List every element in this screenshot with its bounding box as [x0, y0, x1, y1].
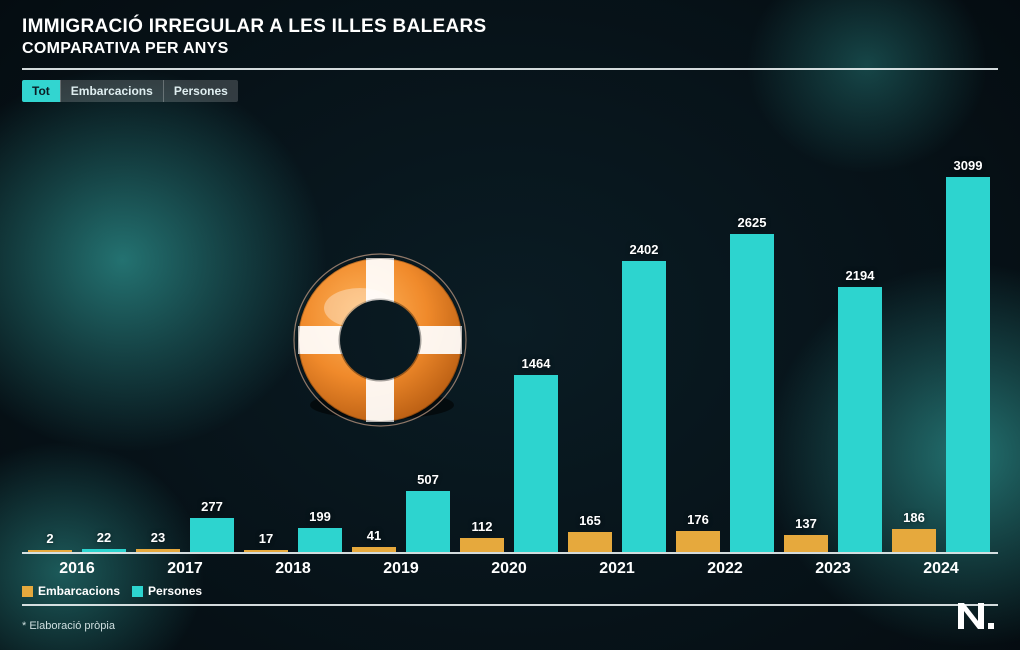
legend-label-embarcacions: Embarcacions: [38, 584, 120, 598]
bar-value-label: 2: [46, 531, 53, 546]
bar-persones: [622, 261, 666, 552]
axis-line: [22, 552, 998, 554]
bar-persones: [838, 287, 882, 552]
bar-persones: [514, 375, 558, 552]
swatch-persones: [132, 586, 143, 597]
category-label: 2024: [923, 560, 959, 578]
bar-value-label: 2625: [738, 215, 767, 230]
bar-group: 222: [28, 177, 126, 552]
bar-persones: [190, 518, 234, 552]
bar-persones: [730, 234, 774, 552]
bar-persones: [406, 491, 450, 552]
category-label: 2017: [167, 560, 203, 578]
divider-top: [22, 68, 998, 70]
bar-embarcacions: [784, 535, 828, 552]
bar-embarcacions: [892, 529, 936, 552]
category-label: 2020: [491, 560, 527, 578]
bar-group: 112 1464: [460, 177, 558, 552]
bar-value-label: 137: [795, 516, 817, 531]
category-label: 2021: [599, 560, 635, 578]
footer-note: * Elaboració pròpia: [22, 620, 115, 632]
category-label: 2016: [59, 560, 95, 578]
bar-value-label: 165: [579, 513, 601, 528]
bar-group: 1863099: [892, 177, 990, 552]
legend: Embarcacions Persones: [22, 584, 202, 598]
swatch-embarcacions: [22, 586, 33, 597]
bar-value-label: 199: [309, 509, 331, 524]
bar-embarcacions: [568, 532, 612, 552]
category-label: 2019: [383, 560, 419, 578]
legend-label-persones: Persones: [148, 584, 202, 598]
bar-value-label: 1464: [522, 356, 551, 371]
legend-item-embarcacions: Embarcacions: [22, 584, 120, 598]
bar-value-label: 3099: [954, 158, 983, 173]
bar-group: 137 2194: [784, 177, 882, 552]
chart-area: 2222327717199415071121464165240217626251…: [22, 110, 998, 552]
bar-value-label: 2194: [846, 268, 875, 283]
bar-group: 23 277: [136, 177, 234, 552]
bar-value-label: 176: [687, 512, 709, 527]
bar-group: 165 2402: [568, 177, 666, 552]
header: IMMIGRACIÓ IRREGULAR A LES ILLES BALEARS…: [22, 16, 486, 58]
bar-persones: [946, 177, 990, 552]
bar-value-label: 23: [151, 530, 165, 545]
publisher-logo: [954, 599, 998, 638]
page-subtitle: COMPARATIVA PER ANYS: [22, 40, 486, 58]
bar-value-label: 186: [903, 510, 925, 525]
bar-value-label: 17: [259, 531, 273, 546]
bar-value-label: 277: [201, 499, 223, 514]
divider-bottom: [22, 604, 998, 606]
stage: IMMIGRACIÓ IRREGULAR A LES ILLES BALEARS…: [0, 0, 1020, 650]
category-label: 2018: [275, 560, 311, 578]
tab-embarcacions[interactable]: Embarcacions: [60, 80, 163, 102]
legend-item-persones: Persones: [132, 584, 202, 598]
bar-value-label: 2402: [630, 242, 659, 257]
bar-value-label: 112: [472, 519, 493, 534]
life-buoy-icon: [290, 250, 470, 430]
bar-embarcacions: [676, 531, 720, 552]
bar-value-label: 41: [367, 528, 381, 543]
category-label: 2022: [707, 560, 743, 578]
bar-persones: [298, 528, 342, 552]
category-label: 2023: [815, 560, 851, 578]
tabs: Tot Embarcacions Persones: [22, 80, 238, 102]
bar-group: 176 2625: [676, 177, 774, 552]
tab-persones[interactable]: Persones: [163, 80, 238, 102]
bar-embarcacions: [460, 538, 504, 552]
page-title: IMMIGRACIÓ IRREGULAR A LES ILLES BALEARS: [22, 16, 486, 38]
bar-value-label: 22: [97, 530, 111, 545]
tab-tot[interactable]: Tot: [22, 80, 60, 102]
bar-value-label: 507: [417, 472, 439, 487]
